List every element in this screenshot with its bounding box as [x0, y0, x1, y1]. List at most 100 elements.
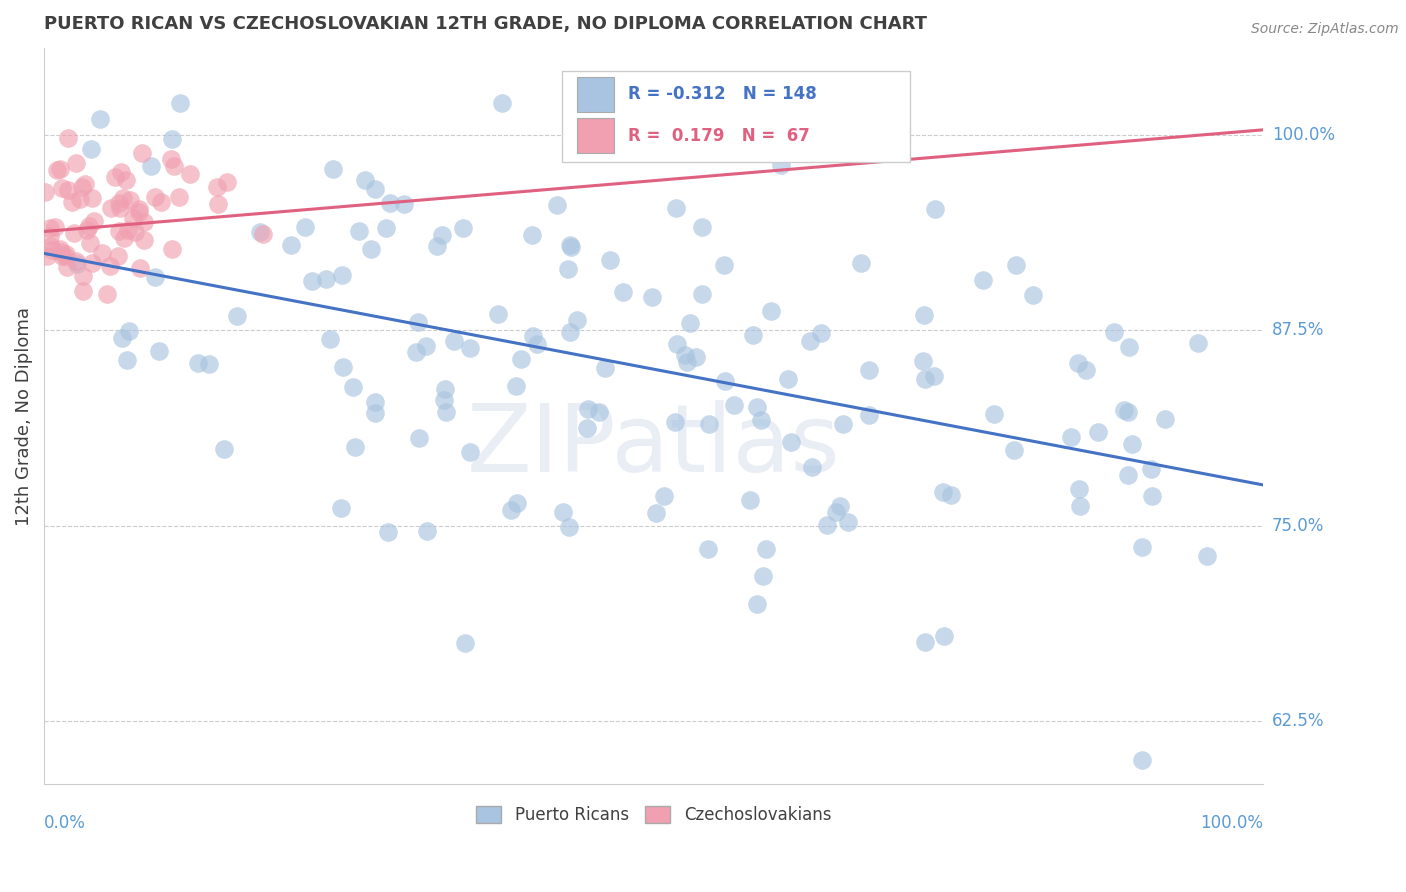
Point: [111, 191, 134, 205]
Point: [931, 484, 953, 499]
Point: [82, 256, 104, 270]
Point: [685, 350, 707, 364]
Point: [162, 159, 184, 173]
Point: [80, 191, 103, 205]
Point: [612, 285, 634, 300]
FancyBboxPatch shape: [576, 118, 613, 153]
Point: [39, 239, 62, 253]
Point: [408, 431, 430, 445]
Point: [510, 352, 533, 367]
Point: [377, 524, 399, 539]
Point: [922, 369, 945, 384]
Point: [252, 227, 274, 242]
Point: [41, 243, 63, 257]
Point: [858, 363, 880, 377]
Point: [432, 393, 454, 408]
Point: [697, 417, 720, 432]
Point: [207, 179, 229, 194]
Point: [122, 211, 145, 225]
Point: [451, 220, 474, 235]
Point: [588, 405, 610, 419]
Point: [491, 96, 513, 111]
Point: [828, 499, 851, 513]
Point: [128, 202, 150, 216]
Y-axis label: 12th Grade, No Diploma: 12th Grade, No Diploma: [15, 307, 32, 525]
Point: [79, 235, 101, 250]
Point: [294, 219, 316, 234]
Point: [104, 169, 127, 184]
Point: [167, 190, 190, 204]
Point: [39, 228, 62, 243]
Point: [83, 213, 105, 227]
Point: [453, 636, 475, 650]
Text: 100.0%: 100.0%: [1272, 126, 1334, 144]
Point: [70, 179, 93, 194]
Point: [560, 238, 582, 252]
Text: ZIPatlas: ZIPatlas: [467, 400, 841, 491]
FancyBboxPatch shape: [576, 77, 613, 112]
Point: [160, 131, 183, 145]
Point: [983, 407, 1005, 421]
Point: [374, 220, 396, 235]
Point: [641, 290, 664, 304]
Point: [560, 240, 582, 254]
Point: [226, 310, 249, 324]
FancyBboxPatch shape: [562, 70, 910, 162]
Point: [1187, 335, 1209, 350]
Point: [322, 161, 344, 176]
Point: [1067, 356, 1090, 370]
Point: [406, 315, 429, 329]
Point: [914, 635, 936, 649]
Point: [499, 503, 522, 517]
Point: [62, 227, 84, 241]
Point: [360, 242, 382, 256]
Point: [696, 542, 718, 557]
Point: [118, 324, 141, 338]
Point: [1102, 325, 1125, 339]
Point: [745, 597, 768, 611]
Point: [55, 247, 77, 261]
Point: [392, 196, 415, 211]
Point: [551, 504, 574, 518]
Point: [65, 253, 87, 268]
Point: [145, 270, 167, 285]
Point: [207, 196, 229, 211]
Point: [72, 268, 94, 283]
Point: [45, 163, 67, 178]
Point: [405, 345, 427, 359]
Point: [714, 374, 737, 388]
Point: [347, 224, 370, 238]
Point: [134, 214, 156, 228]
Point: [1005, 258, 1028, 272]
Point: [112, 231, 135, 245]
Point: [108, 196, 131, 211]
Point: [66, 257, 89, 271]
Point: [107, 224, 129, 238]
Point: [665, 337, 688, 351]
Point: [58, 183, 80, 197]
Point: [215, 175, 238, 189]
Point: [315, 272, 337, 286]
Point: [301, 274, 323, 288]
Point: [1118, 340, 1140, 354]
Point: [53, 249, 76, 263]
Point: [44, 220, 66, 235]
Point: [149, 195, 172, 210]
Point: [799, 334, 821, 349]
Point: [56, 130, 79, 145]
Point: [60, 195, 83, 210]
Point: [69, 192, 91, 206]
Point: [1142, 489, 1164, 503]
Point: [1002, 443, 1025, 458]
Point: [72, 285, 94, 299]
Point: [1121, 437, 1143, 451]
Point: [575, 420, 598, 434]
Point: [759, 304, 782, 318]
Point: [770, 158, 793, 172]
Point: [148, 343, 170, 358]
Point: [924, 202, 946, 216]
Point: [364, 394, 387, 409]
Point: [426, 239, 449, 253]
Point: [115, 173, 138, 187]
Point: [849, 256, 872, 270]
